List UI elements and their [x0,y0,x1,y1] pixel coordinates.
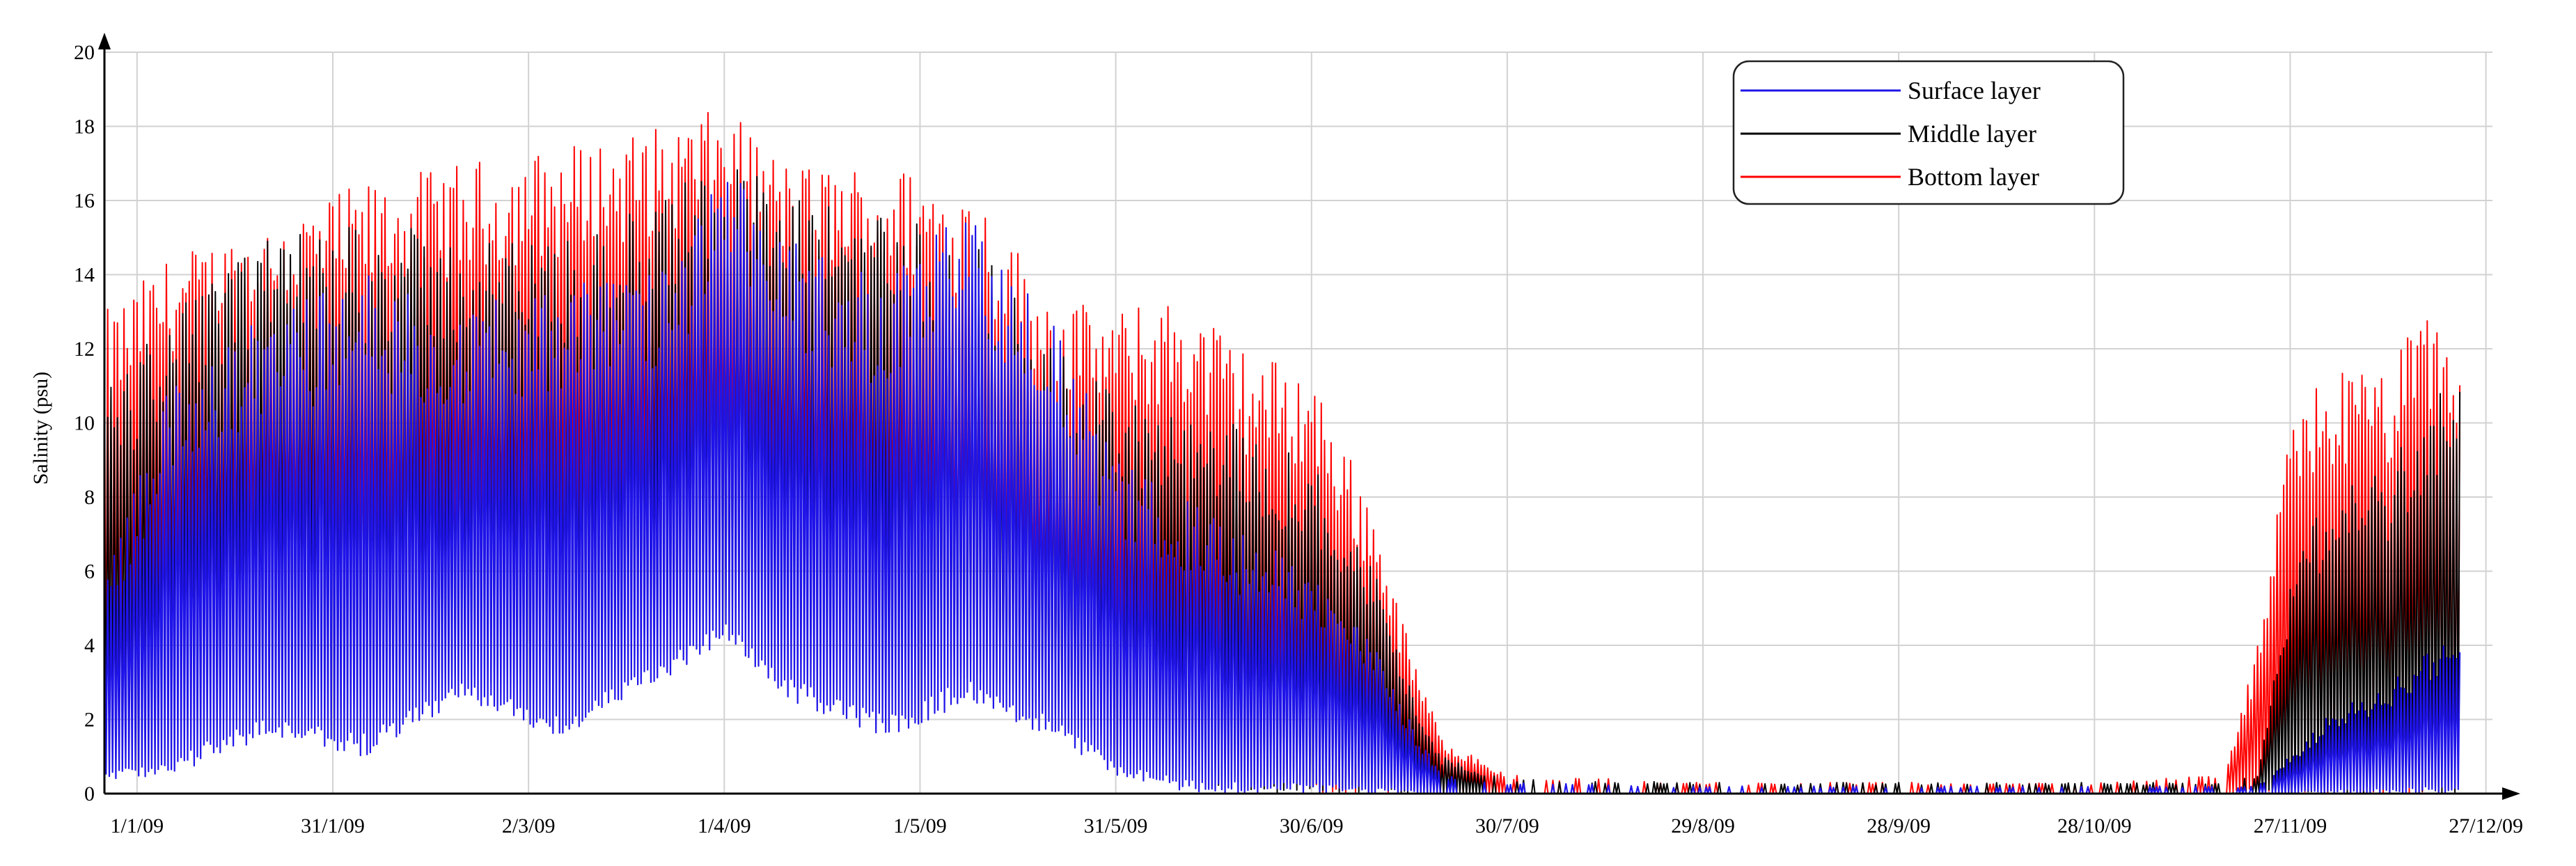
x-tick-label: 27/11/09 [2254,814,2327,837]
legend-label: Bottom layer [1908,163,2039,191]
y-tick-label: 16 [74,189,95,212]
axes [98,33,2520,800]
y-tick-labels: 0 2 4 6 8 10 12 14 16 18 20 [74,41,95,805]
x-tick-label: 30/6/09 [1280,814,1344,837]
x-tick-label: 28/9/09 [1867,814,1931,837]
x-tick-label: 2/3/09 [502,814,556,837]
legend-label: Surface layer [1908,77,2041,104]
x-tick-label: 27/12/09 [2449,814,2523,837]
y-tick-label: 14 [74,264,95,287]
x-tick-label: 29/8/09 [1671,814,1735,837]
x-tick-label: 31/1/09 [301,814,365,837]
x-tick-label: 1/5/09 [893,814,947,837]
series-layer [103,111,2461,795]
y-tick-label: 8 [84,486,95,509]
x-tick-label: 31/5/09 [1084,814,1148,837]
y-tick-label: 0 [84,782,95,805]
x-tick-label: 30/7/09 [1475,814,1539,837]
y-tick-label: 20 [74,41,95,64]
x-axis-arrow [2502,787,2520,800]
y-tick-label: 4 [84,634,95,657]
y-tick-label: 12 [74,338,95,361]
y-axis-label: Salinity (psu) [29,372,52,485]
x-tick-label: 1/4/09 [698,814,751,837]
legend-label: Middle layer [1908,120,2036,148]
y-tick-label: 18 [74,116,95,139]
legend-box [1732,60,2125,205]
y-tick-label: 6 [84,560,95,583]
legend: Surface layer Middle layer Bottom layer [1732,60,2125,205]
y-tick-label: 2 [84,709,95,732]
x-tick-labels: 1/1/09 31/1/09 2/3/09 1/4/09 1/5/09 31/5/09 30… [111,814,2523,837]
x-tick-label: 1/1/09 [111,814,164,837]
x-tick-label: 28/10/09 [2057,814,2132,837]
y-axis-arrow [98,33,111,49]
y-tick-label: 10 [74,412,95,435]
